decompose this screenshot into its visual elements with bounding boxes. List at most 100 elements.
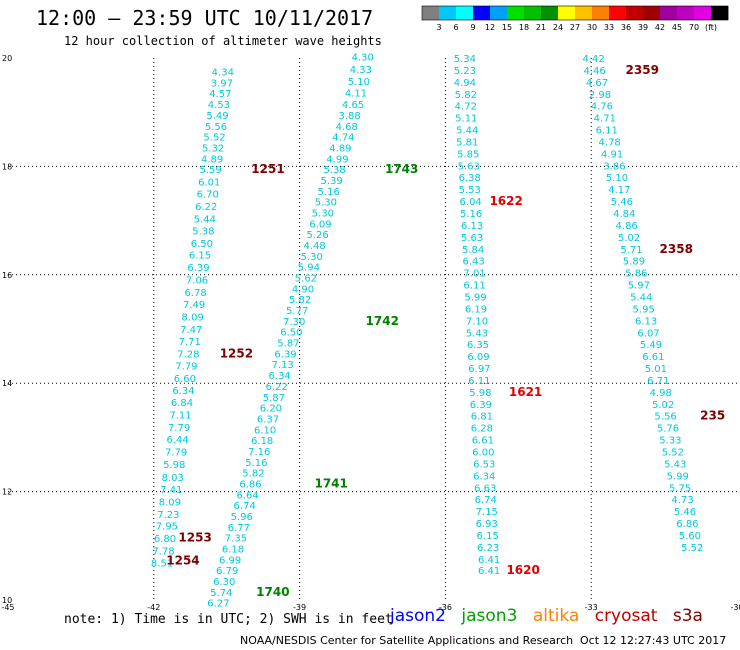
swh-value: 6.23	[477, 543, 499, 554]
swh-value: 6.74	[234, 501, 256, 512]
swh-value: 4.76	[591, 102, 613, 113]
swh-value: 4.89	[201, 154, 223, 165]
swh-value: 7.79	[165, 447, 187, 458]
swh-value: 7.95	[156, 522, 178, 533]
swh-value: 3.88	[339, 111, 361, 122]
swh-value: 4.84	[613, 209, 635, 220]
swh-value: 6.19	[465, 304, 487, 315]
pass-time-label: 1740	[256, 585, 289, 599]
pass-time-label: 1251	[251, 162, 284, 176]
swh-value: 6.86	[239, 479, 261, 490]
colorbar-swatch	[490, 6, 508, 20]
swh-value: 5.63	[461, 233, 483, 244]
colorbar-label: (ft)	[705, 23, 717, 32]
swh-value: 6.09	[467, 352, 489, 363]
swh-value: 5.86	[625, 269, 647, 280]
swh-value: 6.99	[219, 555, 241, 566]
swh-value: 7.01	[463, 269, 485, 280]
swh-value: 5.62	[295, 274, 317, 285]
swh-value: 7.49	[183, 300, 205, 311]
colorbar-label: 36	[621, 23, 631, 32]
y-tick-label: 20	[2, 54, 12, 63]
x-tick-label: -33	[585, 603, 598, 612]
colorbar-label: 12	[485, 23, 495, 32]
swh-value: 5.74	[210, 588, 232, 599]
legend-altika: altika	[532, 606, 580, 626]
legend-jason2: jason2	[390, 606, 446, 626]
swh-value: 7.71	[179, 337, 201, 348]
swh-value: 4.74	[332, 133, 354, 144]
swh-value: 6.11	[596, 126, 618, 137]
colorbar-swatch	[473, 6, 491, 20]
swh-value: 5.32	[202, 143, 224, 154]
swh-value: 5.52	[681, 543, 703, 554]
swh-value: 5.98	[163, 460, 185, 471]
swh-value: 4.34	[212, 68, 234, 79]
swh-value: 5.30	[301, 252, 323, 263]
colorbar-label: 6	[453, 23, 458, 32]
swh-value: 6.07	[637, 328, 659, 339]
pass-time-label: 1621	[509, 385, 542, 399]
swh-value: 6.78	[184, 288, 206, 299]
swh-value: 4.57	[209, 89, 231, 100]
agency-credit: NOAA/NESDIS Center for Satellite Applica…	[240, 634, 574, 647]
pass-time-label: 1622	[489, 194, 522, 208]
colorbar-swatch	[456, 6, 474, 20]
x-tick-label: -39	[293, 603, 306, 612]
swh-value: 5.49	[206, 111, 228, 122]
legend-jason3: jason3	[461, 606, 518, 626]
swh-value: 6.39	[274, 349, 296, 360]
swh-value: 3.86	[603, 161, 625, 172]
swh-value: 6.18	[251, 436, 273, 447]
pass-time-label: 1252	[220, 346, 253, 360]
swh-value: 5.49	[640, 340, 662, 351]
pass-time-labels: 1251 1252 1253 1254 1743 1742 1741 1740 1622 1621…	[166, 63, 725, 599]
swh-value: 6.27	[207, 599, 229, 610]
swh-value: 6.39	[187, 263, 209, 274]
swh-value: 5.82	[242, 469, 264, 480]
swh-value: 5.95	[633, 304, 655, 315]
swh-value: 7.79	[168, 423, 190, 434]
y-tick-label: 10	[2, 596, 12, 605]
swh-value: 5.01	[645, 364, 667, 375]
swh-value: 5.23	[454, 66, 476, 77]
swh-value: 5.76	[657, 424, 679, 435]
swh-value: 6.35	[467, 340, 489, 351]
swh-value: 4.72	[455, 102, 477, 113]
swh-value: 4.94	[454, 78, 476, 89]
x-tick-label: -45	[1, 603, 14, 612]
swh-value: 6.39	[470, 400, 492, 411]
page-subtitle: 12 hour collection of altimeter wave hei…	[64, 34, 382, 48]
swh-value: 5.10	[348, 77, 370, 88]
colorbar-swatch	[541, 6, 559, 20]
swh-value: 6.22	[195, 202, 217, 213]
swh-value: 6.10	[254, 425, 276, 436]
swh-value: 5.44	[456, 126, 478, 137]
swh-value: 6.84	[171, 398, 193, 409]
swh-value: 5.33	[659, 436, 681, 447]
swh-value: 6.61	[642, 352, 664, 363]
swh-value: 5.16	[245, 458, 267, 469]
swh-value: 6.04	[460, 197, 482, 208]
swh-value: 6.18	[222, 545, 244, 556]
swh-value: 7.30	[283, 317, 305, 328]
swh-value: 6.34	[473, 471, 495, 482]
swh-value: 6.43	[462, 257, 484, 268]
colorbar-swatch	[609, 6, 627, 20]
swh-value: 6.61	[472, 436, 494, 447]
swh-value: 6.41	[478, 555, 500, 566]
x-tick-label: -36	[439, 603, 452, 612]
swh-value: 4.68	[336, 122, 358, 133]
swh-value: 6.79	[216, 566, 238, 577]
colorbar-swatch	[507, 6, 525, 20]
swh-value: 6.34	[269, 371, 291, 382]
swh-value: 7.35	[225, 534, 247, 545]
swh-value: 6.77	[228, 523, 250, 534]
swh-value: 7.11	[169, 411, 191, 422]
axis-ticks: -45 -42 -39 -36 -33 -30 20 18 16 14 12 10	[1, 54, 740, 612]
swh-value: 5.30	[312, 208, 334, 219]
swh-value: 4.99	[326, 154, 348, 165]
swh-value: 4.30	[352, 52, 374, 63]
swh-value: 6.60	[174, 374, 196, 385]
